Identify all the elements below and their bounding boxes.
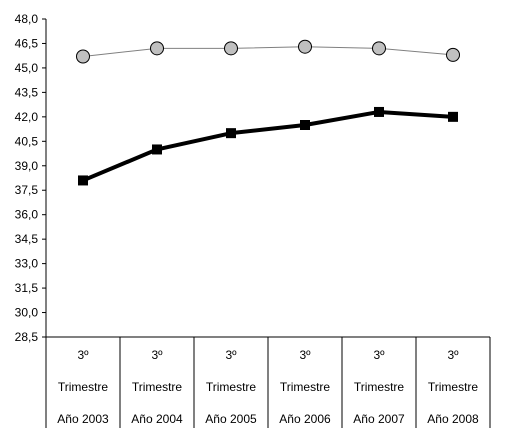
category-label: Trimestre <box>206 380 257 394</box>
series-2-point <box>448 111 458 122</box>
series-1-point <box>298 39 312 54</box>
series-markers <box>76 39 460 186</box>
series-1-point <box>76 49 90 64</box>
series-2-point <box>152 144 162 155</box>
y-tick-label: 34,5 <box>15 232 39 246</box>
category-label: Trimestre <box>132 380 183 394</box>
category-label: Año 2004 <box>131 412 183 426</box>
category-label: Trimestre <box>428 380 479 394</box>
category-label: Año 2008 <box>427 412 479 426</box>
y-tick-label: 46,5 <box>15 36 39 50</box>
series-1-point <box>372 41 386 56</box>
y-axis-ticks: 28,5 30,0 31,5 33,0 34,5 36,0 37,5 39,0 40,5 42,0… <box>15 12 46 344</box>
y-tick-label: 37,5 <box>15 183 39 197</box>
category-label: Año 2003 <box>57 412 109 426</box>
category-label: 3º <box>299 348 311 362</box>
series-2-point <box>300 120 310 130</box>
category-label: Año 2007 <box>353 412 405 426</box>
y-tick-label: 48,0 <box>15 12 39 26</box>
y-tick-label: 31,5 <box>15 281 39 295</box>
series-2-line <box>82 109 454 183</box>
category-table: 3º Trimestre Año 2003 3º Trimestre Año 2004 3º… <box>45 337 491 428</box>
y-tick-label: 36,0 <box>15 208 39 222</box>
category-label: 3º <box>225 348 237 362</box>
category-label: Año 2005 <box>205 412 257 426</box>
category-label: Trimestre <box>354 380 405 394</box>
category-label: Trimestre <box>58 380 109 394</box>
y-tick-label: 45,0 <box>15 61 39 75</box>
category-label: 3º <box>373 348 385 362</box>
y-tick-label: 33,0 <box>15 257 39 271</box>
y-tick-label: 30,0 <box>15 306 39 320</box>
category-label: 3º <box>447 348 459 362</box>
series-2-point <box>78 175 88 186</box>
category-label: 3º <box>151 348 163 362</box>
series-1-point <box>150 41 164 56</box>
series-1-line <box>82 46 454 58</box>
y-tick-label: 43,5 <box>15 85 39 99</box>
series-2-point <box>226 128 236 139</box>
y-tick-label: 40,5 <box>15 134 39 148</box>
category-label: 3º <box>77 348 89 362</box>
series-1-point <box>446 47 460 62</box>
y-tick-label: 42,0 <box>15 110 39 124</box>
series-lines <box>82 46 454 183</box>
category-label: Año 2006 <box>279 412 331 426</box>
y-tick-label: 39,0 <box>15 159 39 173</box>
series-1-point <box>224 41 238 56</box>
series-2-point <box>374 106 384 117</box>
category-label: Trimestre <box>280 380 331 394</box>
y-tick-label: 28,5 <box>15 330 39 344</box>
